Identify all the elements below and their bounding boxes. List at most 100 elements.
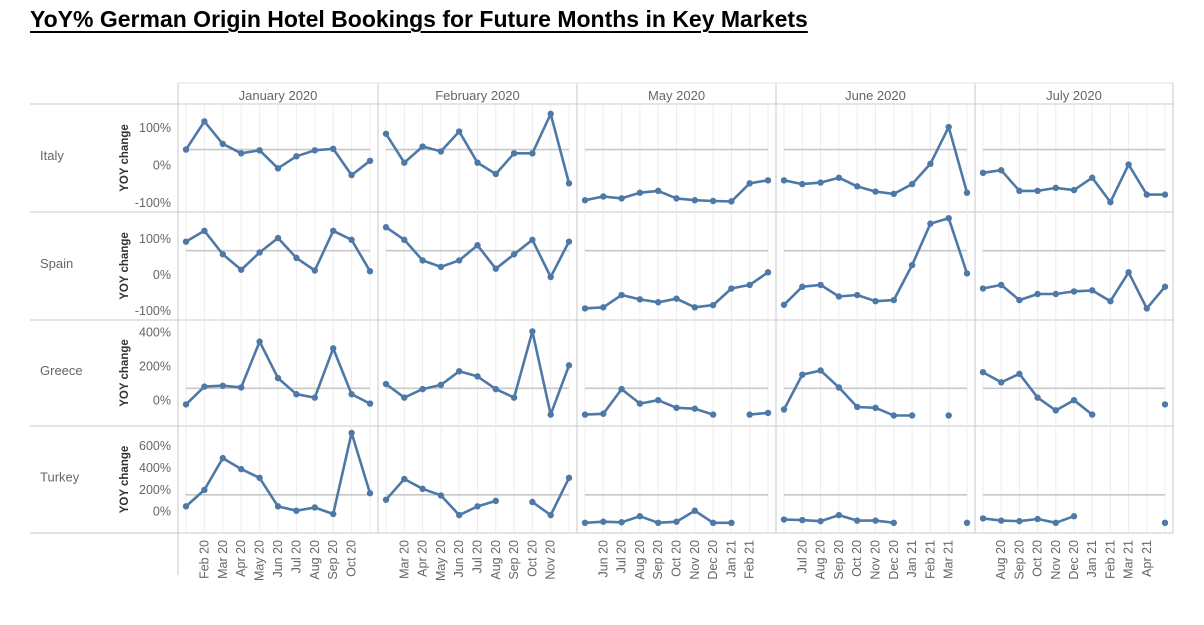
x-tick-label: Mar 20 xyxy=(216,540,230,579)
data-point xyxy=(1125,161,1132,168)
data-point xyxy=(835,293,843,300)
data-point xyxy=(419,257,426,264)
data-point xyxy=(636,189,644,196)
data-point xyxy=(799,283,806,290)
data-point xyxy=(348,429,355,437)
data-point xyxy=(492,385,499,393)
x-tick-label: Oct 20 xyxy=(345,540,359,577)
data-point xyxy=(764,269,772,276)
x-tick-label: Sep 20 xyxy=(651,540,665,580)
data-point xyxy=(256,338,263,345)
data-point xyxy=(1089,174,1096,181)
data-point xyxy=(274,165,282,172)
data-point xyxy=(581,305,589,312)
column-header: July 2020 xyxy=(1046,88,1102,103)
data-point xyxy=(274,503,282,510)
row-label: Greece xyxy=(40,363,83,378)
data-point xyxy=(1052,184,1060,192)
data-point xyxy=(219,382,226,389)
data-point xyxy=(382,130,390,137)
y-tick-label: 0% xyxy=(153,505,171,519)
data-point xyxy=(908,180,916,188)
data-point xyxy=(510,394,518,401)
data-point xyxy=(456,257,463,264)
data-point xyxy=(201,486,208,494)
data-point xyxy=(854,403,861,411)
x-tick-label: Jan 21 xyxy=(724,540,738,578)
data-point xyxy=(437,381,445,389)
x-tick-label: Aug 20 xyxy=(489,540,503,580)
data-point xyxy=(1143,191,1151,198)
data-point xyxy=(492,265,499,272)
data-point xyxy=(366,157,374,165)
y-tick-label: 400% xyxy=(139,325,171,339)
data-point xyxy=(311,267,318,274)
data-point xyxy=(330,510,337,518)
data-point xyxy=(979,169,987,177)
x-tick-label: Apr 20 xyxy=(234,540,248,577)
data-point xyxy=(1089,411,1096,418)
data-point xyxy=(963,519,971,527)
data-point xyxy=(1070,186,1078,194)
data-point xyxy=(691,197,698,204)
data-point xyxy=(927,160,934,168)
x-tick-label: Nov 20 xyxy=(1049,540,1063,580)
x-tick-label: Sep 20 xyxy=(1012,540,1026,580)
data-point xyxy=(474,242,481,249)
data-point xyxy=(979,368,987,376)
x-tick-label: Apr 20 xyxy=(416,540,430,577)
x-tick-label: Dec 20 xyxy=(1067,540,1081,580)
data-point xyxy=(618,519,625,526)
data-point xyxy=(366,490,374,497)
x-tick-label: Oct 20 xyxy=(1031,540,1045,577)
y-tick-label: 100% xyxy=(139,121,171,135)
data-point xyxy=(366,268,374,275)
column-header: June 2020 xyxy=(845,88,906,103)
data-point xyxy=(1143,305,1151,312)
x-tick-label: Jul 20 xyxy=(471,540,485,573)
data-point xyxy=(330,227,337,235)
y-axis-title: YOY change xyxy=(119,339,131,407)
y-tick-label: 600% xyxy=(139,439,171,453)
data-point xyxy=(510,251,518,258)
data-point xyxy=(872,297,879,305)
data-point xyxy=(979,515,987,522)
data-point xyxy=(1161,519,1169,527)
data-point xyxy=(437,148,445,155)
x-tick-label: Feb 21 xyxy=(923,540,937,579)
series-line xyxy=(981,514,1076,525)
data-point xyxy=(581,519,589,527)
data-point xyxy=(998,517,1005,524)
data-point xyxy=(1052,519,1060,527)
data-point xyxy=(1034,187,1041,195)
data-point xyxy=(655,396,662,404)
data-point xyxy=(437,263,445,271)
x-tick-label: Mar 21 xyxy=(1122,540,1136,579)
x-tick-label: Nov 20 xyxy=(688,540,702,580)
data-point xyxy=(1161,191,1169,198)
data-point xyxy=(600,518,607,525)
data-point xyxy=(908,412,916,419)
data-point xyxy=(547,110,554,118)
data-point xyxy=(311,147,318,154)
data-point xyxy=(456,511,463,519)
chart-title: YoY% German Origin Hotel Bookings for Fu… xyxy=(30,6,808,32)
data-point xyxy=(1161,283,1169,290)
x-tick-label: Aug 20 xyxy=(633,540,647,580)
data-point xyxy=(529,328,536,335)
data-point xyxy=(927,220,934,227)
data-point xyxy=(673,404,680,412)
y-axis-title: YOY change xyxy=(119,232,131,300)
data-point xyxy=(529,150,536,157)
data-point xyxy=(979,285,987,292)
x-tick-label: Jan 21 xyxy=(1085,540,1099,578)
data-point xyxy=(293,254,300,262)
data-point xyxy=(456,368,463,375)
data-point xyxy=(636,296,644,303)
data-point xyxy=(565,238,573,245)
x-tick-label: Jul 20 xyxy=(615,540,629,573)
data-point xyxy=(709,301,717,309)
x-tick-label: Jun 20 xyxy=(452,540,466,578)
data-point xyxy=(382,496,390,503)
x-tick-label: Mar 20 xyxy=(397,540,411,579)
